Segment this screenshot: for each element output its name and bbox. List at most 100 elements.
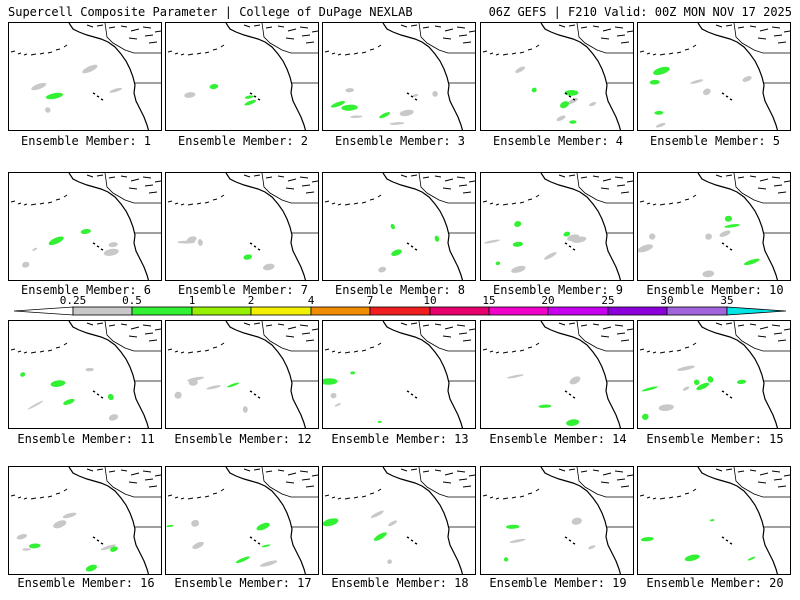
- scp-contour: [638, 244, 653, 253]
- scp-contour: [743, 258, 760, 266]
- scp-contour: [192, 541, 204, 549]
- colorbar-tick-label: 7: [367, 294, 374, 307]
- scp-contour: [514, 221, 522, 227]
- border-line: [261, 321, 318, 352]
- aleutian-islands: [482, 44, 540, 56]
- scp-field: [166, 519, 278, 567]
- scp-field: [184, 84, 257, 106]
- aleutian-islands: [10, 488, 68, 500]
- colorbar-segment: [191, 306, 252, 316]
- scp-contour: [20, 372, 26, 377]
- scp-contour: [690, 79, 704, 84]
- member-label: Ensemble Member: 15: [646, 432, 784, 446]
- member-map-panel: [637, 172, 791, 281]
- member-label: Ensemble Member: 3: [334, 134, 466, 148]
- scp-contour: [432, 91, 438, 97]
- coastline: [697, 173, 779, 280]
- hawaii-islands: [92, 390, 104, 399]
- scp-field: [506, 374, 581, 426]
- scp-contour: [80, 229, 91, 234]
- member-label: Ensemble Member: 20: [646, 576, 784, 590]
- member-label: Ensemble Member: 11: [17, 432, 155, 446]
- scp-contour: [22, 261, 30, 268]
- scp-contour: [696, 382, 710, 391]
- scp-contour: [244, 99, 257, 106]
- hawaii-islands: [564, 242, 576, 251]
- scp-contour: [569, 376, 581, 385]
- member-map-panel: [322, 172, 476, 281]
- scp-contour: [260, 560, 278, 567]
- scp-contour: [209, 84, 219, 90]
- border-line: [576, 467, 633, 498]
- scp-contour: [509, 538, 526, 543]
- scp-contour: [378, 266, 387, 273]
- arctic-islands: [243, 174, 318, 194]
- scp-contour: [110, 546, 118, 552]
- coastline: [68, 467, 150, 574]
- scp-contour: [531, 87, 537, 93]
- arctic-islands: [558, 24, 633, 44]
- member-label: Ensemble Member: 17: [174, 576, 312, 590]
- scp-field: [31, 64, 123, 113]
- colorbar-segment: [72, 306, 133, 316]
- scp-contour: [682, 386, 690, 391]
- scp-contour: [483, 239, 500, 244]
- scp-contour: [388, 520, 398, 527]
- scp-contour: [100, 544, 116, 551]
- scp-contour: [390, 223, 395, 230]
- hawaii-islands: [249, 242, 261, 251]
- scp-contour: [108, 414, 119, 421]
- colorbar-segment: [547, 306, 609, 316]
- scp-contour: [82, 64, 98, 74]
- member-map-panel: [322, 22, 476, 131]
- colorbar-segment: [607, 306, 668, 316]
- scp-field: [503, 517, 596, 562]
- aleutian-islands: [167, 44, 225, 56]
- member-map-panel: [165, 172, 319, 281]
- aleutian-islands: [324, 488, 382, 500]
- scp-contour: [191, 519, 200, 527]
- scp-contour: [684, 554, 700, 562]
- hawaii-islands: [406, 390, 418, 399]
- aleutian-islands: [639, 488, 697, 500]
- arctic-islands: [86, 174, 161, 194]
- aleutian-islands: [324, 44, 382, 56]
- hawaii-islands: [92, 536, 104, 545]
- scp-contour: [571, 517, 582, 525]
- scp-contour: [642, 413, 649, 420]
- member-map: [167, 23, 318, 130]
- scp-contour: [256, 522, 270, 531]
- scp-contour: [742, 76, 752, 82]
- arctic-islands: [243, 322, 318, 342]
- scp-contour: [736, 379, 747, 385]
- member-map: [10, 173, 161, 280]
- aleutian-islands: [324, 342, 382, 354]
- member-label: Ensemble Member: 13: [331, 432, 469, 446]
- coastline: [382, 23, 464, 130]
- coastline: [68, 321, 150, 428]
- member-map-panel: [637, 22, 791, 131]
- scp-contour: [48, 236, 64, 246]
- border-line: [576, 321, 633, 352]
- member-map: [639, 321, 790, 428]
- aleutian-islands: [639, 44, 697, 56]
- member-map: [482, 23, 633, 130]
- aleutian-islands: [482, 342, 540, 354]
- arctic-islands: [715, 322, 790, 342]
- arctic-islands: [86, 24, 161, 44]
- scp-contour: [327, 522, 334, 526]
- scp-contour: [589, 102, 597, 107]
- coastline: [225, 23, 307, 130]
- arctic-islands: [715, 468, 790, 488]
- aleutian-islands: [324, 194, 382, 206]
- member-map-panel: [480, 22, 634, 131]
- scp-contour: [206, 385, 221, 390]
- scp-contour: [434, 235, 440, 242]
- border-line: [733, 173, 790, 204]
- aleutian-islands: [482, 488, 540, 500]
- scp-contour: [658, 404, 674, 411]
- hawaii-islands: [92, 242, 104, 251]
- coastline: [382, 467, 464, 574]
- scp-contour: [515, 66, 526, 73]
- scp-contour: [556, 115, 566, 122]
